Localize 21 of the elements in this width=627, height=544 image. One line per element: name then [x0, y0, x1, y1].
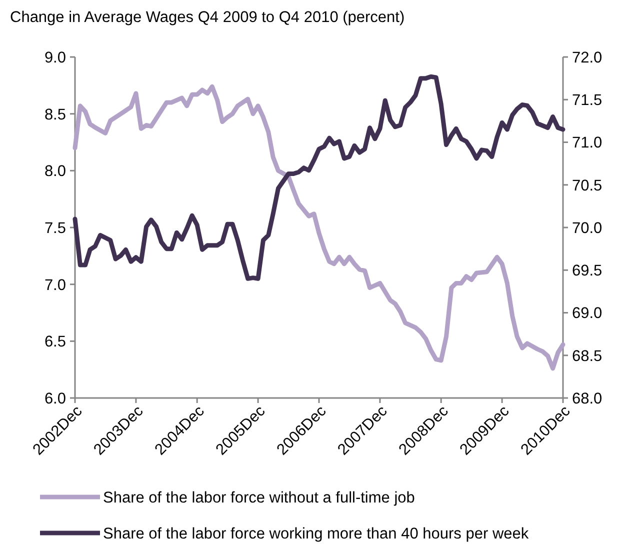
y-tick-label: 8.5: [44, 106, 66, 124]
legend-label: Share of the labor force without a full-time job: [103, 489, 415, 506]
chart-title: Change in Average Wages Q4 2009 to Q4 2010 (percent): [10, 9, 405, 26]
y2-tick-label: 68.0: [572, 390, 603, 408]
y-tick-label: 6.5: [44, 334, 66, 351]
y2-tick-label: 72.0: [572, 49, 603, 66]
line-series: [72, 84, 566, 371]
y-tick-label: 9.0: [44, 49, 66, 66]
y-tick-label: 7.0: [44, 276, 66, 294]
line-series: [72, 74, 566, 281]
y2-tick-label: 71.5: [572, 92, 602, 110]
y2-tick-label: 68.5: [572, 348, 602, 365]
y2-tick-label: 69.5: [572, 262, 602, 280]
y-tick-label: 6.0: [44, 390, 66, 408]
y-tick-label: 8.0: [44, 163, 66, 180]
legend-label: Share of the labor force working more than 40 hours per week: [103, 525, 529, 542]
y2-tick-label: 71.0: [572, 134, 603, 152]
y2-tick-label: 69.0: [572, 305, 603, 322]
y-tick-label: 7.5: [44, 220, 66, 237]
y2-tick-label: 70.5: [572, 177, 602, 194]
y2-tick-label: 70.0: [572, 220, 603, 237]
